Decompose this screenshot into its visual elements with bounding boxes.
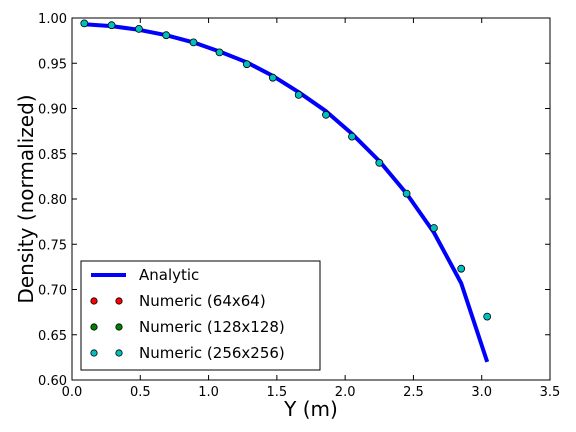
x-tick-label: 3.0 (471, 385, 492, 400)
data-point (80, 19, 89, 28)
plot-marks (80, 19, 492, 363)
data-point (483, 312, 492, 321)
data-point (294, 91, 303, 99)
legend-swatch-marker (115, 297, 123, 305)
data-point (457, 264, 466, 273)
y-tick-label: 1.00 (38, 12, 67, 27)
data-point (242, 60, 251, 69)
legend-swatch-marker (90, 297, 98, 305)
legend-entry-label: Numeric (128x128) (139, 318, 285, 336)
x-tick-label: 2.0 (335, 385, 356, 400)
x-axis-label: Y (m) (283, 397, 338, 421)
legend-swatch-marker (115, 323, 123, 331)
x-tick-label: 2.5 (403, 385, 424, 400)
y-tick-label: 0.60 (38, 374, 67, 389)
x-tick-label: 1.0 (198, 385, 219, 400)
legend-entry-label: Analytic (139, 266, 199, 284)
y-tick-label: 0.70 (38, 284, 67, 299)
data-point (322, 110, 330, 119)
axis-ticks: 0.0 0.5 1.0 1.5 2.0 2.5 3.0 3.5 0.60 0.65 0.70 0.75… (38, 12, 560, 400)
legend: Analytic Numeric (64x64) Numeric (128x128)… (80, 260, 321, 371)
y-tick-label: 0.75 (38, 238, 67, 253)
data-point (107, 21, 116, 30)
legend-entry-label: Numeric (256x256) (139, 344, 285, 362)
y-tick-label: 0.65 (38, 329, 67, 344)
data-point (162, 31, 171, 40)
data-point (189, 38, 198, 47)
y-axis-label: Density (normalized) (14, 94, 38, 303)
data-point (348, 132, 356, 141)
y-tick-label: 0.95 (38, 57, 67, 72)
legend-box (80, 260, 321, 371)
x-tick-label: 1.5 (267, 385, 288, 400)
x-tick-label: 0.0 (62, 385, 83, 400)
legend-swatch-marker (90, 323, 98, 331)
data-point (429, 224, 438, 232)
x-tick-label: 3.5 (540, 385, 561, 400)
data-point (134, 24, 143, 33)
legend-swatch-marker (115, 349, 123, 357)
x-tick-label: 0.5 (130, 385, 151, 400)
data-point (375, 158, 384, 167)
y-tick-label: 0.85 (38, 148, 67, 163)
legend-entry-label: Numeric (64x64) (139, 292, 266, 310)
data-point (268, 73, 277, 82)
y-tick-label: 0.90 (38, 103, 67, 118)
data-point (402, 189, 411, 198)
series-line-analytic (84, 22, 490, 363)
legend-swatch-marker (90, 349, 98, 357)
data-point (215, 48, 224, 57)
y-tick-label: 0.80 (38, 193, 67, 208)
